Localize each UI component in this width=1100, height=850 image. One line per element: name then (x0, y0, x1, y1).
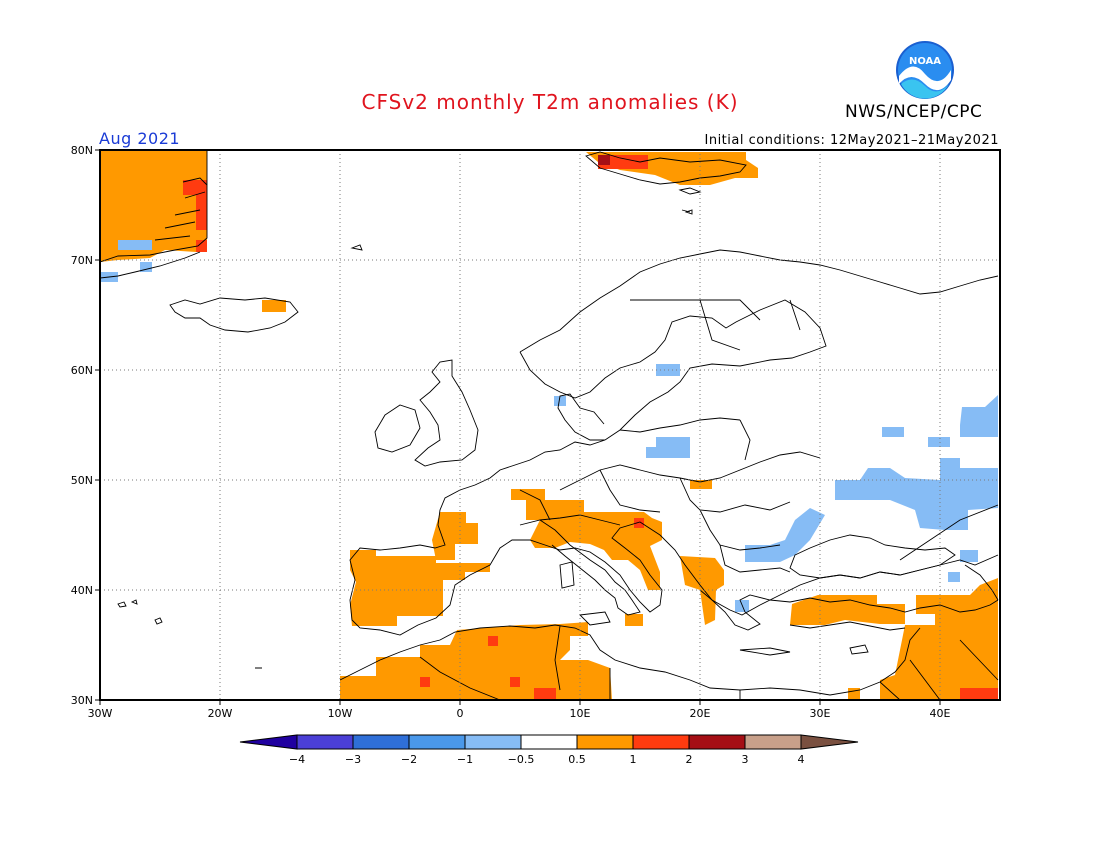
lat-label-60n: 60N (71, 364, 93, 377)
anomaly-belarus-spot (690, 480, 712, 489)
colorbar-label-m4: −4 (289, 753, 305, 766)
anomaly-svalbard-darkred (598, 155, 610, 165)
anomaly-adriatic-hot (634, 518, 644, 528)
anomaly-north-africa (340, 622, 612, 700)
anomaly-caucasus-cool (960, 550, 978, 562)
anomaly-aegean-cool (735, 600, 749, 612)
lat-label-30n: 30N (71, 694, 93, 707)
colorbar-label-m2: −2 (401, 753, 417, 766)
lat-label-50n: 50N (71, 474, 93, 487)
lon-label-10e: 10E (570, 707, 591, 720)
colorbar-label-m05: −0.5 (508, 753, 535, 766)
lat-label-80n: 80N (71, 144, 93, 157)
anomaly-iceland-east (262, 300, 286, 312)
colorbar-label-p1: 1 (630, 753, 637, 766)
colorbar-seg-05-05 (520, 734, 578, 750)
initial-conditions: Initial conditions: 12May2021–21May2021 (704, 133, 999, 148)
colorbar-label-p2: 2 (686, 753, 693, 766)
colorbar-labels: −4 −3 −2 −1 −0.5 0.5 1 2 3 4 (289, 753, 805, 766)
anomaly-north-africa-hot-3 (534, 688, 556, 700)
anomaly-greece-island (625, 614, 643, 626)
cool-anomalies (100, 240, 998, 612)
colorbar-label-m1: −1 (457, 753, 473, 766)
colorbar (239, 734, 859, 750)
anomaly-turkey (790, 595, 905, 625)
colorbar-seg-3-4 (744, 734, 802, 750)
lat-tick-labels: 80N 70N 60N 50N 40N 30N (71, 144, 93, 707)
lon-label-30e: 30E (810, 707, 831, 720)
anomaly-middle-east (880, 578, 998, 700)
anomaly-greenland-core-2 (196, 240, 207, 252)
colorbar-seg-2-1 (408, 734, 466, 750)
tick-marks (95, 149, 941, 705)
anomaly-morocco-hot (420, 677, 430, 687)
anomaly-greenland-cool-1 (118, 240, 152, 250)
anomaly-romania-cool (745, 508, 825, 562)
colorbar-seg-05-1 (576, 734, 634, 750)
anomaly-baltic-cool (882, 427, 904, 437)
anomaly-svalbard-core (598, 155, 648, 169)
colorbar-label-p05: 0.5 (568, 753, 586, 766)
colorbar-seg-3-2 (352, 734, 410, 750)
noaa-logo-text: NOAA (909, 56, 941, 67)
anomaly-sweden-cool-2 (560, 396, 564, 406)
anomaly-ukraine-cool (928, 437, 950, 447)
colorbar-seg-1-2 (632, 734, 690, 750)
anomaly-france-west (432, 512, 478, 560)
anomaly-alps-italy-balkans (511, 489, 662, 590)
anomaly-greenland-core (183, 180, 207, 230)
anomaly-greenland-east (100, 150, 207, 262)
colorbar-seg-1-05 (464, 734, 522, 750)
anomaly-north-africa-hot-2 (510, 677, 520, 687)
map-content (100, 150, 1000, 700)
chart-title: CFSv2 monthly T2m anomalies (K) (361, 90, 739, 114)
coastlines (100, 150, 999, 700)
map-frame (99, 149, 1001, 701)
anomaly-cyprus-spot (848, 688, 860, 700)
anomaly-turkey-cool (948, 572, 960, 582)
lon-label-10w: 10W (328, 707, 353, 720)
anomaly-iberia (350, 550, 490, 626)
colorbar-seg-lt-4 (239, 734, 298, 750)
lon-label-0: 0 (457, 707, 464, 720)
anomaly-middle-east-hot (960, 688, 998, 700)
agency-label: NWS/NCEP/CPC (845, 102, 983, 122)
colorbar-seg-2-3 (688, 734, 746, 750)
colorbar-seg-gt-4 (800, 734, 859, 750)
anomaly-balkans (680, 556, 724, 625)
colorbar-label-p4: 4 (798, 753, 805, 766)
colorbar-seg-4-3 (296, 734, 354, 750)
colorbar-label-p3: 3 (742, 753, 749, 766)
anomaly-north-africa-hot-1 (488, 636, 498, 646)
lon-label-20w: 20W (208, 707, 233, 720)
anomaly-greenland-cool-3 (140, 262, 152, 272)
lon-label-20e: 20E (690, 707, 711, 720)
lat-label-40n: 40N (71, 584, 93, 597)
valid-month: Aug 2021 (99, 129, 181, 148)
lon-tick-labels: 30W 20W 10W 0 10E 20E 30E 40E (88, 707, 951, 720)
anomaly-russia-cool (835, 458, 998, 530)
noaa-logo: NOAA (896, 41, 954, 99)
hot-anomalies (183, 155, 998, 700)
anomaly-poland-cool (646, 437, 690, 458)
lon-label-30w: 30W (88, 707, 113, 720)
lon-label-40e: 40E (930, 707, 951, 720)
anomaly-moscow-cool (960, 395, 998, 437)
warm-anomalies (100, 150, 998, 700)
lat-label-70n: 70N (71, 254, 93, 267)
colorbar-label-m3: −3 (345, 753, 361, 766)
